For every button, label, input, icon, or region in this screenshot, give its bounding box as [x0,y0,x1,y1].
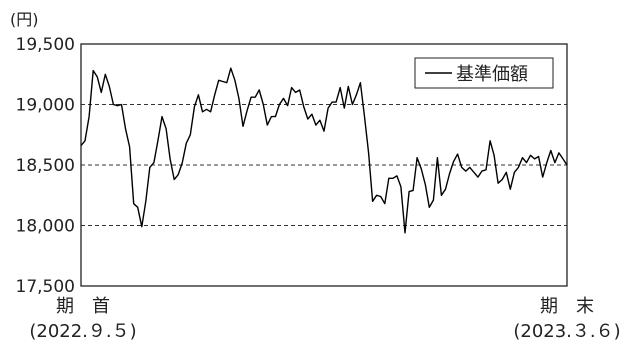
y-axis-unit: (円) [10,10,39,29]
start-period-label: 期 首 [56,296,110,317]
start-date-label: (2022.９.５) [29,321,136,342]
y-axis-ticks: 19,500 19,000 18,500 18,000 17,500 [16,35,75,297]
end-period-label: 期 末 [540,296,594,317]
series-line-nav [80,67,568,234]
y-tick-label: 18,000 [16,217,75,237]
legend-box [414,57,554,89]
legend: 基準価額 [414,57,554,89]
legend-label: 基準価額 [456,64,528,85]
end-date-label: (2023.３.６) [513,321,620,342]
y-tick-label: 19,500 [16,35,75,55]
y-tick-label: 17,500 [16,277,75,297]
y-tick-label: 19,000 [16,96,75,116]
grid-lines [81,104,567,226]
y-tick-label: 18,500 [16,156,75,176]
